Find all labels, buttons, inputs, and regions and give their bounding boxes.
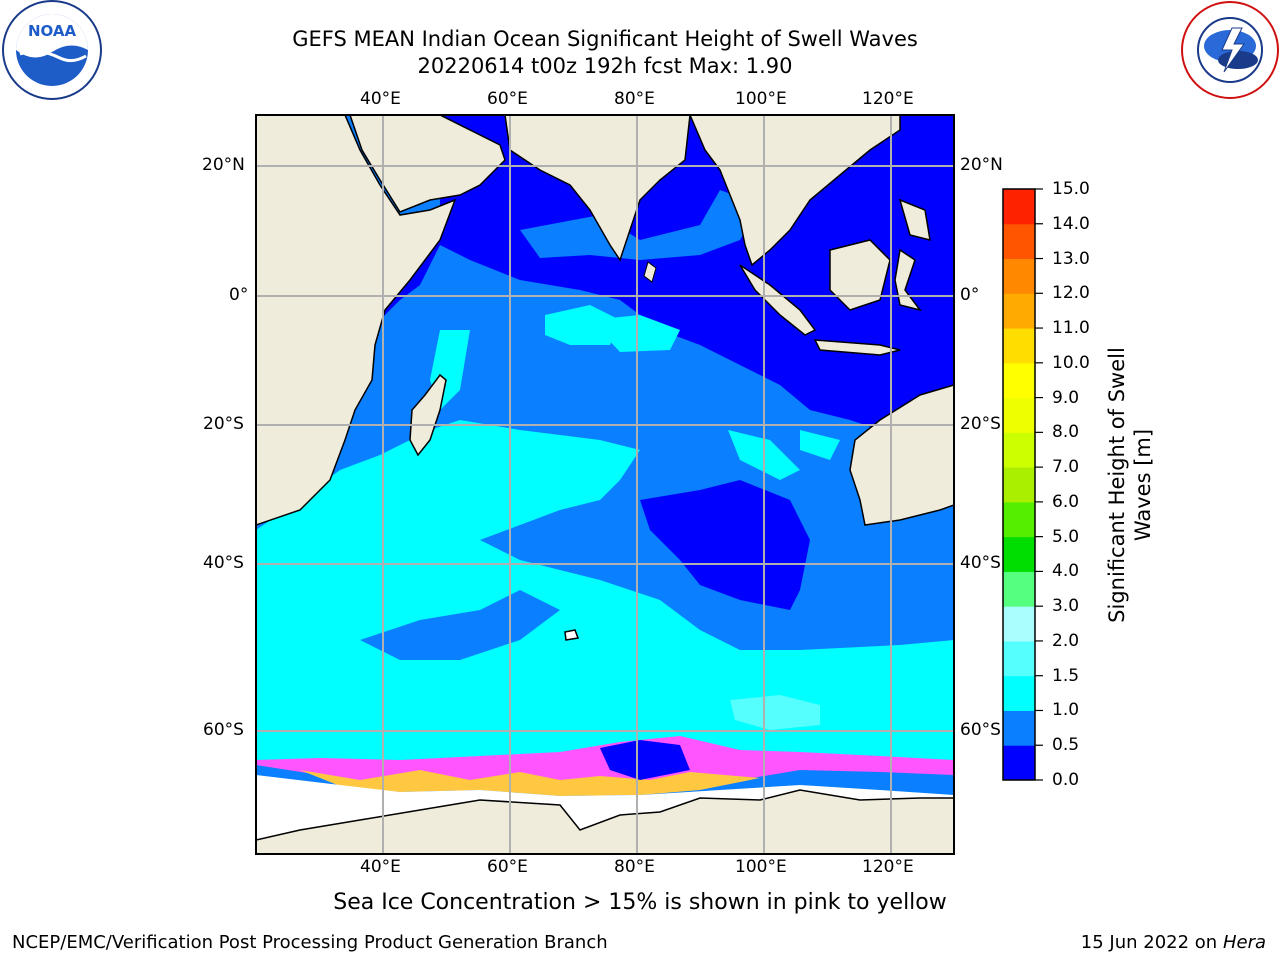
colorbar-tick-label: 10.0	[1052, 352, 1090, 373]
colorbar-segment	[1003, 745, 1035, 781]
colorbar-segment	[1003, 536, 1035, 572]
lon-tick-bottom: 40°E	[360, 857, 401, 877]
colorbar	[1003, 188, 1043, 781]
lat-tick-right: 40°S	[960, 553, 1001, 573]
colorbar-label: Significant Height of Swell Waves [m]	[1105, 347, 1155, 623]
colorbar-segment	[1003, 223, 1035, 260]
noaa-logo: NOAA	[2, 0, 102, 100]
colorbar-tick-label: 0.5	[1052, 735, 1080, 756]
lon-tick-bottom: 100°E	[735, 857, 787, 877]
lat-tick-left: 40°S	[203, 553, 244, 573]
colorbar-tick-label: 14.0	[1052, 213, 1090, 234]
colorbar-tick-label: 1.5	[1052, 665, 1080, 686]
colorbar-segment	[1003, 675, 1035, 711]
lat-tick-right: 20°S	[960, 414, 1001, 434]
footer-host: Hera	[1222, 932, 1266, 953]
map-subtitle: 20220614 t00z 192h fcst Max: 1.90	[417, 54, 793, 78]
lon-tick-bottom: 60°E	[487, 857, 528, 877]
map-title: GEFS MEAN Indian Ocean Significant Heigh…	[292, 27, 918, 51]
lon-tick-top: 80°E	[614, 89, 655, 109]
colorbar-segment	[1003, 189, 1035, 225]
footer-date: 15 Jun 2022 on Hera	[1081, 932, 1266, 953]
lat-tick-left: 20°N	[202, 155, 245, 175]
colorbar-segment	[1003, 571, 1035, 607]
colorbar-segment	[1003, 397, 1035, 433]
colorbar-tick-label: 11.0	[1052, 318, 1090, 339]
sea-ice-caption: Sea Ice Concentration > 15% is shown in …	[333, 890, 947, 915]
colorbar-tick-label: 9.0	[1052, 387, 1080, 408]
colorbar-tick-label: 4.0	[1052, 561, 1080, 582]
colorbar-segment	[1003, 293, 1035, 329]
lon-tick-top: 100°E	[735, 89, 787, 109]
lat-tick-left: 60°S	[203, 720, 244, 740]
colorbar-segment	[1003, 501, 1035, 538]
lat-tick-right: 0°	[960, 285, 980, 305]
colorbar-segment	[1003, 640, 1035, 677]
colorbar-tick-label: 6.0	[1052, 491, 1080, 512]
colorbar-tick-label: 3.0	[1052, 596, 1080, 617]
footer-credit: NCEP/EMC/Verification Post Processing Pr…	[12, 932, 608, 953]
map-frame	[255, 114, 955, 855]
lat-tick-left: 0°	[229, 285, 249, 305]
colorbar-segment	[1003, 467, 1035, 503]
lon-tick-top: 120°E	[862, 89, 914, 109]
colorbar-segment	[1003, 362, 1035, 399]
svg-text:NOAA: NOAA	[28, 22, 77, 40]
lon-tick-top: 60°E	[487, 89, 528, 109]
colorbar-tick-label: 5.0	[1052, 526, 1080, 547]
colorbar-tick-label: 7.0	[1052, 457, 1080, 478]
lat-tick-left: 20°S	[203, 414, 244, 434]
colorbar-tick-label: 13.0	[1052, 248, 1090, 269]
colorbar-tick-label: 8.0	[1052, 422, 1080, 443]
colorbar-tick-label: 15.0	[1052, 179, 1090, 199]
colorbar-segment	[1003, 432, 1035, 468]
graticule	[256, 115, 954, 854]
lon-tick-top: 40°E	[360, 89, 401, 109]
colorbar-tick-label: 1.0	[1052, 700, 1080, 721]
colorbar-tick-label: 0.0	[1052, 770, 1080, 790]
colorbar-segment	[1003, 258, 1035, 294]
lon-tick-bottom: 120°E	[862, 857, 914, 877]
colorbar-tick-label: 2.0	[1052, 630, 1080, 651]
colorbar-segment	[1003, 606, 1035, 642]
lat-tick-right: 60°S	[960, 720, 1001, 740]
colorbar-tick-label: 12.0	[1052, 283, 1090, 304]
footer-date-text: 15 Jun 2022 on	[1080, 932, 1218, 953]
nws-logo	[1181, 1, 1279, 99]
lon-tick-bottom: 80°E	[614, 857, 655, 877]
colorbar-segment	[1003, 710, 1035, 746]
lat-tick-right: 20°N	[960, 155, 1003, 175]
colorbar-segment	[1003, 328, 1035, 364]
